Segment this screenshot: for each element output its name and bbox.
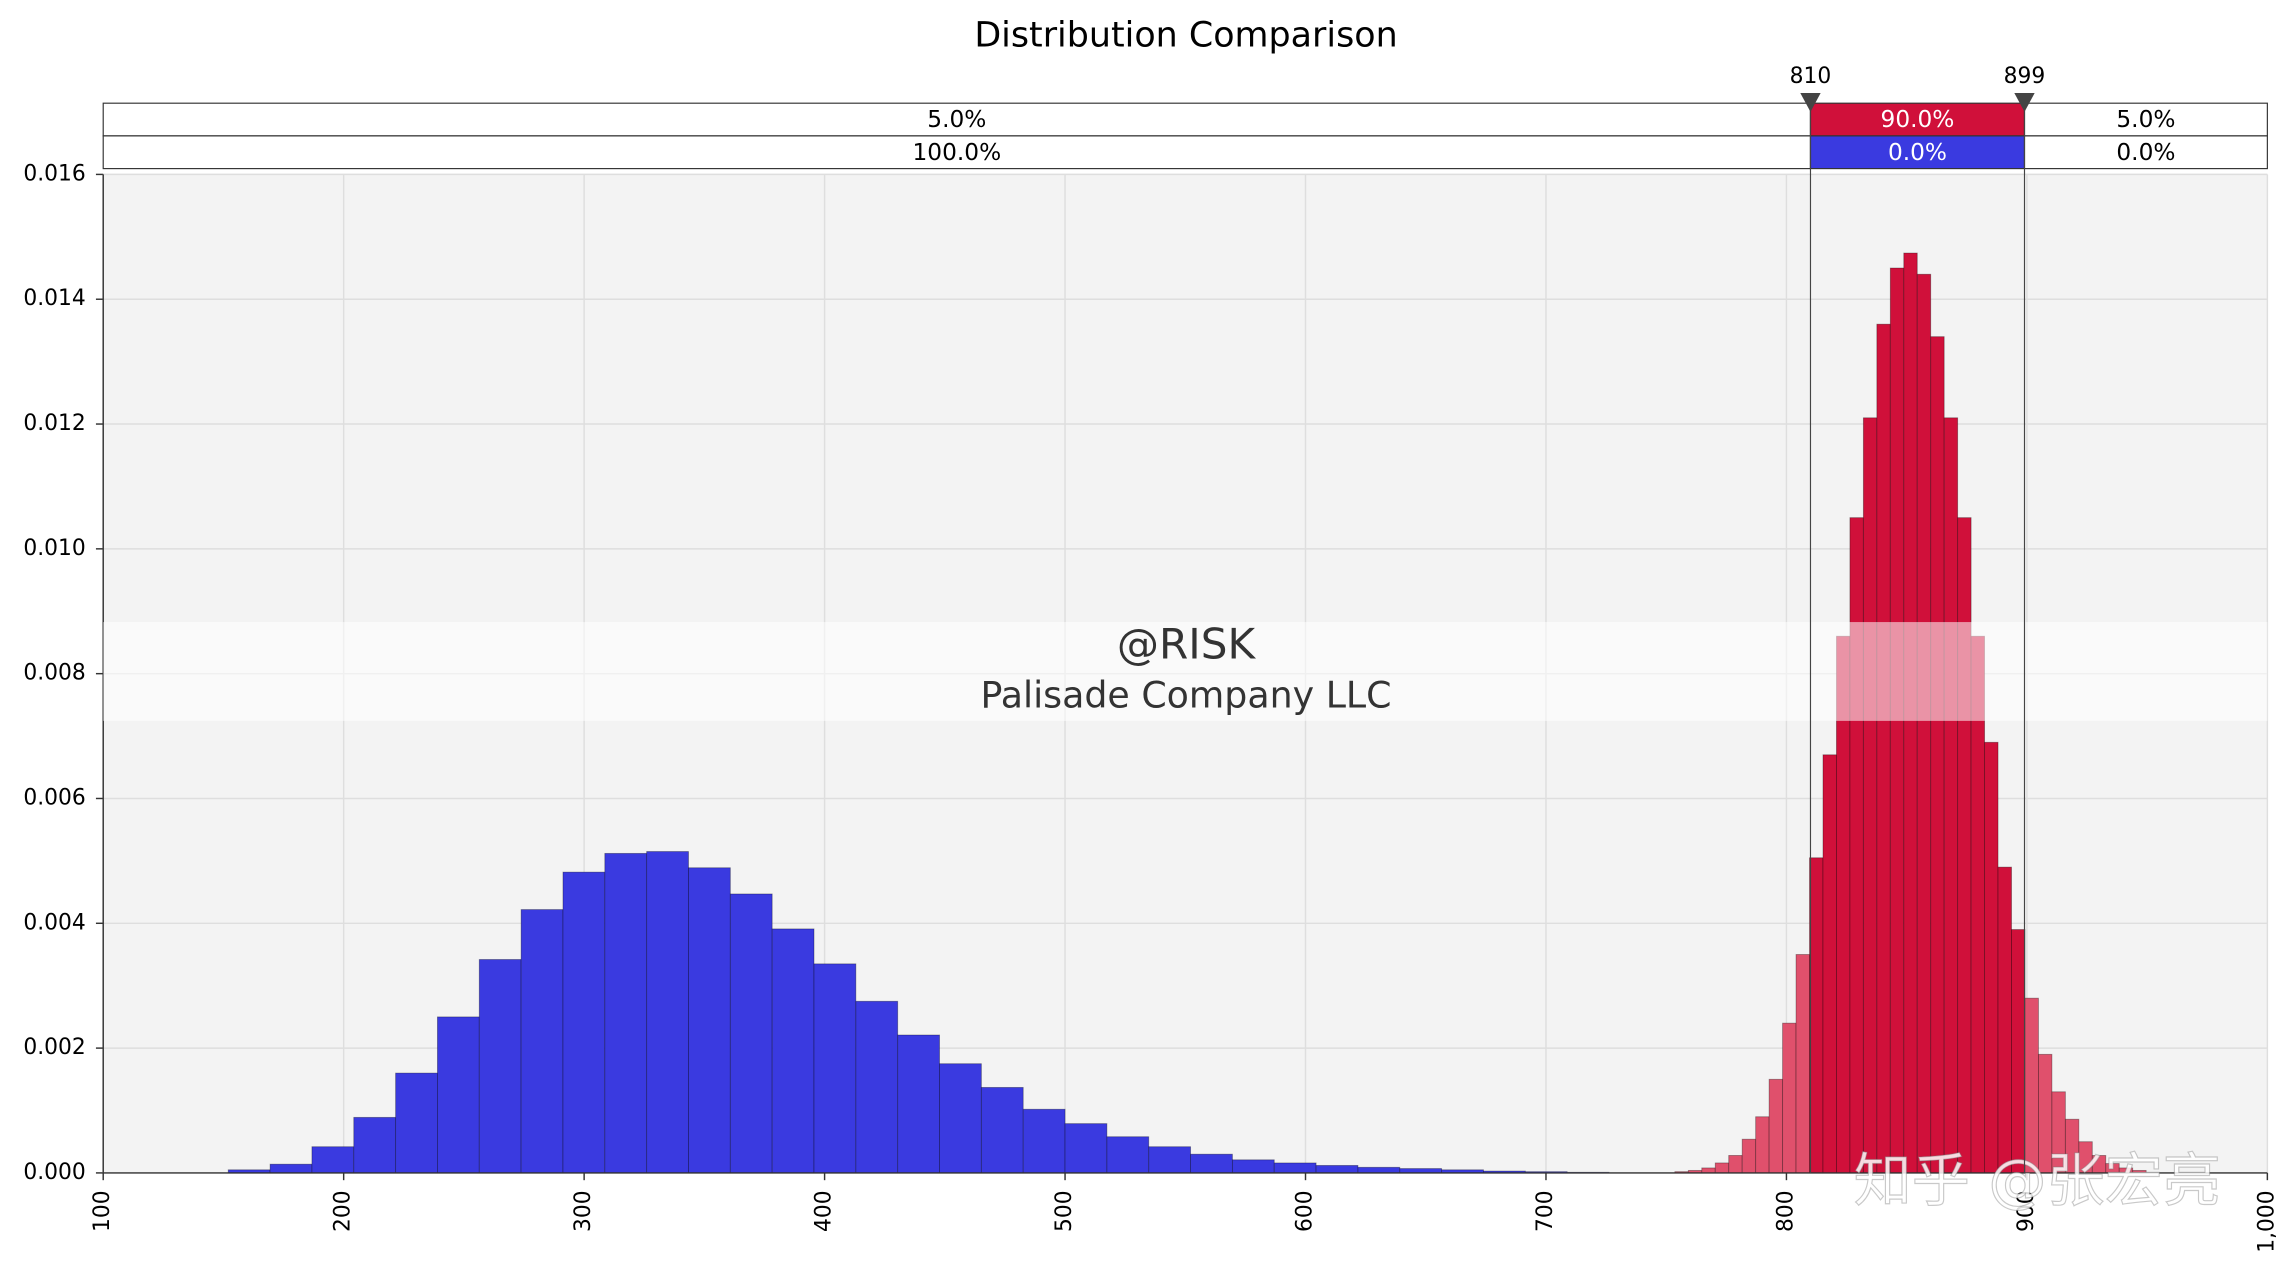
chart-title: Distribution Comparison (974, 15, 1397, 55)
bar (1755, 1116, 1770, 1174)
y-tick-label: 0.012 (23, 411, 85, 436)
bar (395, 1072, 438, 1174)
bar (1022, 1108, 1066, 1174)
x-tick-label: 800 (1773, 1190, 1798, 1232)
bar (1190, 1153, 1233, 1174)
y-tick-label: 0.016 (23, 161, 85, 186)
bar (1741, 1138, 1757, 1174)
bar (1315, 1164, 1359, 1174)
bar (1714, 1162, 1730, 1174)
bar (562, 871, 606, 1174)
bar (729, 893, 773, 1174)
x-tick-label: 900 (2014, 1190, 2039, 1232)
bar (1930, 336, 1945, 1174)
x-tick-label: 400 (812, 1190, 837, 1232)
bar (688, 867, 731, 1174)
bar (980, 1086, 1024, 1174)
x-tick-label: 1,000 (2254, 1190, 2279, 1252)
bar (1849, 517, 1864, 1174)
region-label: 0.0% (1888, 139, 1947, 166)
bar (1822, 754, 1837, 1174)
y-tick-label: 0.000 (23, 1160, 85, 1185)
bar (1106, 1136, 1150, 1174)
bar (646, 851, 689, 1174)
x-tick-label: 700 (1533, 1190, 1558, 1232)
delimiter-label: 810 (1790, 64, 1832, 89)
region-label: 0.0% (2116, 139, 2175, 166)
y-tick-label: 0.006 (23, 785, 85, 810)
x-tick-label: 100 (90, 1190, 115, 1232)
region-cell (102, 102, 1812, 137)
bar (1809, 857, 1824, 1174)
bar (1862, 417, 1878, 1174)
x-tick-label: 600 (1293, 1190, 1318, 1232)
delimiter-label: 899 (2004, 64, 2046, 89)
bar (1943, 417, 1959, 1174)
bar (478, 959, 522, 1174)
watermark-subtitle: Palisade Company LLC (980, 674, 1391, 717)
region-cell (2023, 135, 2268, 170)
x-tick-label: 300 (571, 1190, 596, 1232)
x-tick-label: 200 (331, 1190, 356, 1232)
region-label: 5.0% (927, 106, 986, 133)
x-tick-label: 500 (1052, 1190, 1077, 1232)
bar (437, 1016, 480, 1174)
region-label: 5.0% (2116, 106, 2175, 133)
bar (855, 1000, 899, 1174)
bar (2011, 929, 2026, 1174)
bar (1701, 1167, 1716, 1174)
bar (1148, 1146, 1192, 1174)
bar (1984, 741, 1999, 1174)
y-tick-label: 0.008 (23, 661, 85, 686)
bar (1728, 1155, 1743, 1174)
region-label: 90.0% (1881, 106, 1955, 133)
bar (604, 852, 648, 1174)
y-tick-label: 0.014 (23, 286, 85, 311)
bar (939, 1063, 982, 1174)
region-cell (1809, 102, 2026, 137)
y-tick-label: 0.010 (23, 536, 85, 561)
annotation: 知乎 @张宏亮 (1854, 1147, 2221, 1215)
delimiter-marker (2014, 93, 2035, 112)
bar (1916, 273, 1932, 1174)
bar (1231, 1159, 1275, 1174)
bar (1357, 1166, 1401, 1174)
bar (1064, 1123, 1108, 1174)
delimiter-marker (1800, 93, 1821, 112)
bar (897, 1034, 940, 1174)
region-label: 100.0% (913, 139, 1002, 166)
bar (1273, 1162, 1317, 1174)
watermark-title: @RISK (1117, 619, 1257, 668)
bar (353, 1116, 397, 1174)
bar (771, 928, 815, 1174)
y-tick-label: 0.002 (23, 1035, 85, 1060)
bar (1997, 866, 2012, 1174)
bar (1957, 517, 1972, 1174)
bar (1876, 323, 1891, 1174)
bar (269, 1163, 313, 1174)
watermark-band (103, 622, 2268, 721)
bar (1768, 1078, 1784, 1174)
bar (1782, 1022, 1797, 1174)
bar (520, 909, 564, 1174)
bar (1795, 954, 1810, 1174)
bar (311, 1146, 355, 1174)
bar (813, 963, 857, 1174)
region-cell (102, 135, 1812, 170)
region-cell (1809, 135, 2026, 170)
y-tick-label: 0.004 (23, 910, 85, 935)
region-cell (2023, 102, 2268, 137)
